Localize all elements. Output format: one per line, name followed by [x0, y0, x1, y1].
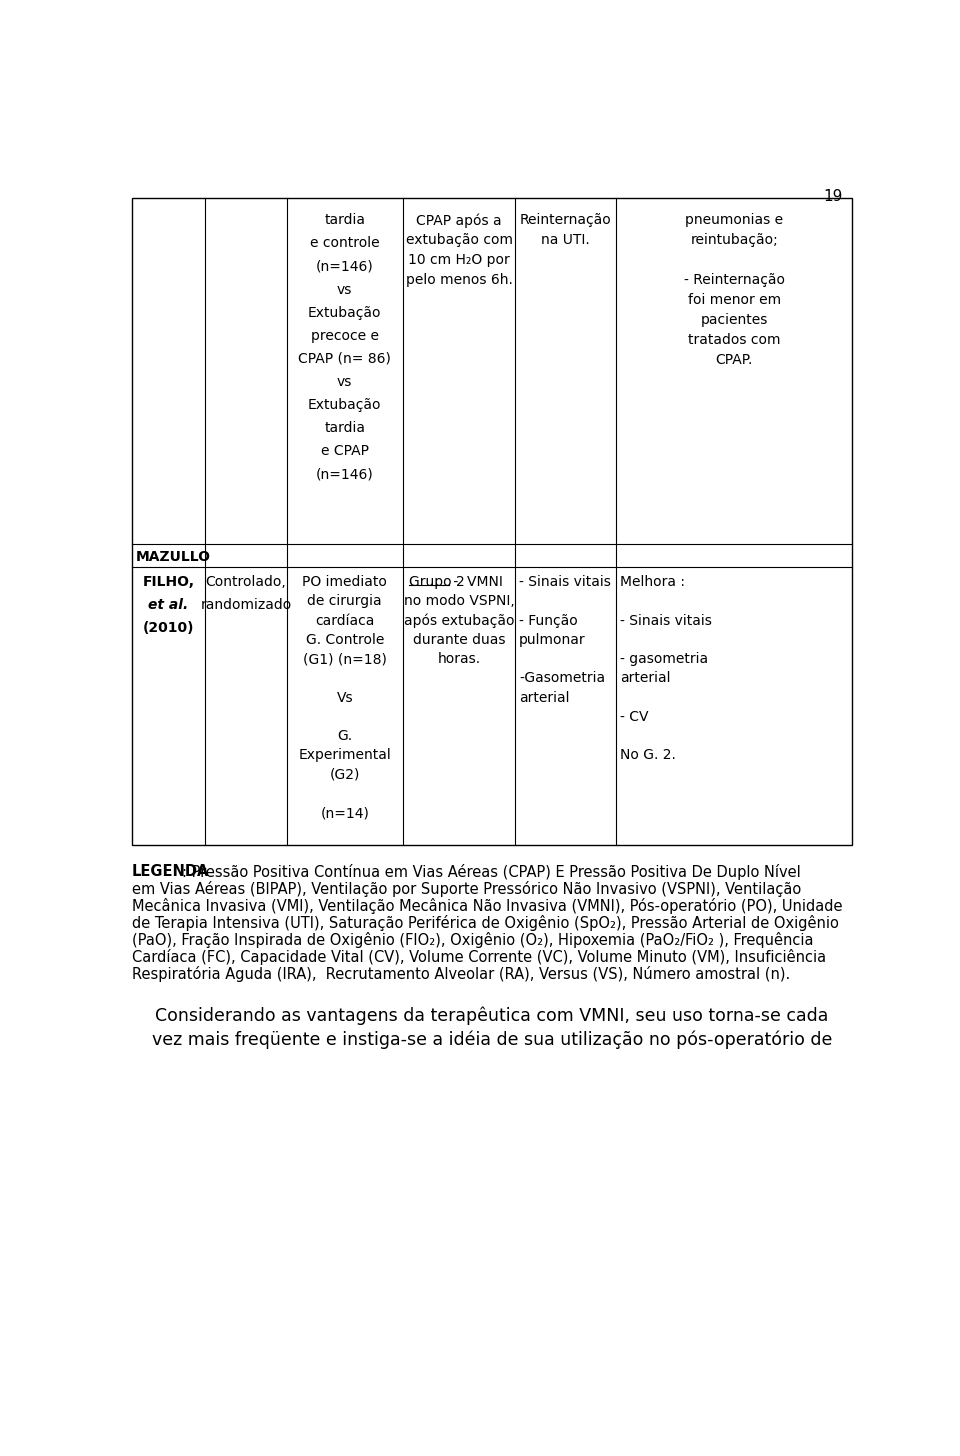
- Text: Extubação: Extubação: [308, 397, 381, 412]
- Text: no modo VSPNI,: no modo VSPNI,: [404, 594, 515, 609]
- Text: MAZULLO: MAZULLO: [135, 550, 210, 565]
- Text: pelo menos 6h.: pelo menos 6h.: [406, 274, 513, 287]
- Text: pulmonar: pulmonar: [519, 633, 586, 646]
- Text: Experimental: Experimental: [299, 748, 391, 763]
- Text: 19: 19: [824, 189, 843, 204]
- Text: - Reinternação: - Reinternação: [684, 274, 784, 287]
- Text: vs: vs: [337, 374, 352, 389]
- Text: - Função: - Função: [519, 613, 578, 628]
- Text: FILHO,: FILHO,: [142, 575, 195, 590]
- Text: (n=14): (n=14): [321, 807, 370, 820]
- Text: 10 cm H₂O por: 10 cm H₂O por: [408, 253, 510, 268]
- Text: arterial: arterial: [620, 671, 670, 686]
- Text: e CPAP: e CPAP: [321, 444, 369, 459]
- Text: G. Controle: G. Controle: [305, 633, 384, 646]
- Text: Grupo 2: Grupo 2: [409, 575, 465, 590]
- Text: Controlado,: Controlado,: [205, 575, 286, 590]
- Text: na UTI.: na UTI.: [541, 233, 590, 248]
- Text: vs: vs: [337, 282, 352, 297]
- Text: cardíaca: cardíaca: [315, 613, 374, 628]
- Text: No G. 2.: No G. 2.: [620, 748, 676, 763]
- Text: G.: G.: [337, 729, 352, 743]
- Text: extubação com: extubação com: [405, 233, 513, 248]
- Text: vez mais freqüente e instiga-se a idéia de sua utilização no pós-operatório de: vez mais freqüente e instiga-se a idéia …: [152, 1031, 832, 1050]
- Text: arterial: arterial: [519, 690, 569, 705]
- Text: e controle: e controle: [310, 236, 379, 250]
- Text: foi menor em: foi menor em: [687, 293, 780, 307]
- Text: randomizado: randomizado: [201, 598, 292, 612]
- Text: CPAP.: CPAP.: [715, 354, 753, 367]
- Text: reintubação;: reintubação;: [690, 233, 778, 248]
- Text: (2010): (2010): [143, 622, 194, 635]
- Text: Respiratória Aguda (IRA),  Recrutamento Alveolar (RA), Versus (VS), Número amost: Respiratória Aguda (IRA), Recrutamento A…: [132, 965, 790, 981]
- Text: pneumonias e: pneumonias e: [685, 213, 783, 227]
- Text: de Terapia Intensiva (UTI), Saturação Periférica de Oxigênio (SpO₂), Pressão Art: de Terapia Intensiva (UTI), Saturação Pe…: [132, 914, 838, 930]
- Text: tardia: tardia: [324, 421, 365, 435]
- Text: Cardíaca (FC), Capacidade Vital (CV), Volume Corrente (VC), Volume Minuto (VM), : Cardíaca (FC), Capacidade Vital (CV), Vo…: [132, 948, 826, 964]
- Bar: [132, 198, 852, 844]
- Text: pacientes: pacientes: [701, 313, 768, 328]
- Text: -  VMNI: - VMNI: [449, 575, 503, 590]
- Text: - Sinais vitais: - Sinais vitais: [620, 613, 711, 628]
- Text: Reinternação: Reinternação: [519, 213, 612, 227]
- Text: (n=146): (n=146): [316, 259, 373, 274]
- Text: tardia: tardia: [324, 213, 365, 227]
- Text: em Vias Aéreas (BIPAP), Ventilação por Suporte Pressórico Não Invasivo (VSPNI), : em Vias Aéreas (BIPAP), Ventilação por S…: [132, 881, 801, 897]
- Text: de cirurgia: de cirurgia: [307, 594, 382, 609]
- Text: tratados com: tratados com: [688, 333, 780, 348]
- Text: CPAP após a: CPAP após a: [417, 213, 502, 227]
- Text: horas.: horas.: [438, 652, 481, 665]
- Text: Considerando as vantagens da terapêutica com VMNI, seu uso torna-se cada: Considerando as vantagens da terapêutica…: [156, 1006, 828, 1025]
- Text: durante duas: durante duas: [413, 633, 505, 646]
- Text: Melhora :: Melhora :: [620, 575, 684, 590]
- Text: - CV: - CV: [620, 711, 648, 724]
- Text: : Pressão Positiva Contínua em Vias Aéreas (CPAP) E Pressão Positiva De Duplo Ní: : Pressão Positiva Contínua em Vias Aére…: [182, 863, 801, 879]
- Text: Extubação: Extubação: [308, 306, 381, 320]
- Text: Vs: Vs: [336, 690, 353, 705]
- Text: - Sinais vitais: - Sinais vitais: [519, 575, 611, 590]
- Text: -Gasometria: -Gasometria: [519, 671, 605, 686]
- Text: (PaO), Fração Inspirada de Oxigênio (FIO₂), Oxigênio (O₂), Hipoxemia (PaO₂/FiO₂ : (PaO), Fração Inspirada de Oxigênio (FIO…: [132, 932, 813, 948]
- Text: precoce e: precoce e: [311, 329, 379, 342]
- Text: (G2): (G2): [329, 767, 360, 782]
- Text: CPAP (n= 86): CPAP (n= 86): [299, 352, 391, 365]
- Text: - gasometria: - gasometria: [620, 652, 708, 665]
- Text: et al.: et al.: [148, 598, 188, 612]
- Text: (n=146): (n=146): [316, 467, 373, 482]
- Text: PO imediato: PO imediato: [302, 575, 387, 590]
- Text: Mecânica Invasiva (VMI), Ventilação Mecânica Não Invasiva (VMNI), Pós-operatório: Mecânica Invasiva (VMI), Ventilação Mecâ…: [132, 898, 842, 914]
- Text: LEGENDA: LEGENDA: [132, 863, 209, 879]
- Text: (G1) (n=18): (G1) (n=18): [302, 652, 387, 665]
- Text: após extubação: após extubação: [404, 613, 515, 628]
